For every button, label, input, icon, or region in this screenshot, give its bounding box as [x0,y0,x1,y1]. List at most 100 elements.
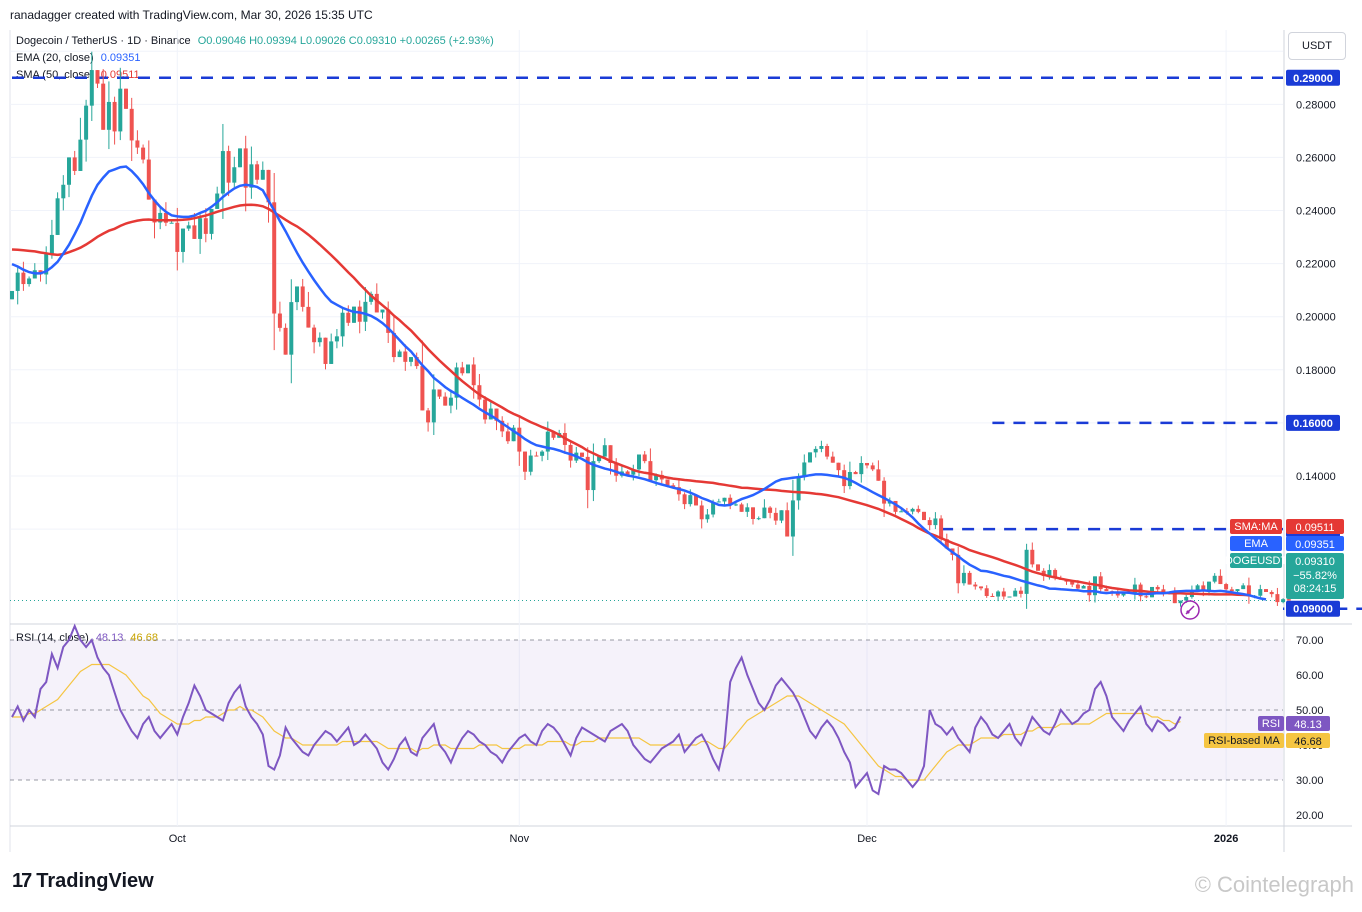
candle-body [460,367,465,374]
candle-body [1036,564,1040,571]
candle-body [540,451,545,456]
candle-body [1258,589,1263,596]
candle-body [1070,581,1075,585]
candle-body [397,351,402,358]
candle-body [266,169,271,203]
candle-body [1184,597,1189,601]
sma-50-line [11,203,1249,597]
price-tag-name: EMA [1244,538,1269,550]
candle-body [488,408,493,420]
grid [9,30,1352,852]
candle-body [494,408,499,421]
candle-body [312,327,317,343]
candle-body [363,301,368,322]
candle-body [27,278,32,285]
time-tick-label: Oct [169,833,186,845]
candle-body [699,505,704,520]
ohlc-values: O0.09046 H0.09394 L0.09026 C0.09310 +0.0… [197,35,494,47]
candle-body [984,588,989,596]
candle-body [67,157,71,185]
candle-body [334,336,339,342]
candle-body [1081,585,1086,589]
candle-body [44,254,49,275]
candle-body [175,222,180,252]
last-price-extra: −55.82% [1293,570,1337,582]
candle-body [420,366,425,411]
candle-body [209,208,214,234]
moving-averages [11,165,1267,601]
candle-body [979,586,983,589]
candle-body [1172,592,1177,604]
candle-body [78,139,83,171]
candle-body [597,456,602,462]
candle-body [203,218,208,234]
candle-body [591,461,596,491]
candle-body [448,397,453,406]
candle-body [876,469,881,481]
candle-body [865,462,869,466]
candle-body [637,454,641,470]
candle-body [181,228,185,252]
candle-body [819,445,824,449]
candle-body [1047,569,1052,577]
candle-body [163,212,168,223]
candle-body [329,341,334,364]
tradingview-logo[interactable]: 17 TradingView [12,870,154,893]
candle-body [1281,599,1286,603]
price-tag-box [1286,536,1344,551]
candle-body [1218,575,1223,585]
ema-20-line [11,165,1267,601]
candle-body [534,455,539,457]
candle-body [648,461,653,481]
candle-body [511,427,516,442]
alert-icon[interactable] [1180,600,1200,620]
candle-body [357,306,362,322]
candle-body [779,510,784,521]
symbol-legend: Dogecoin / TetherUS · 1D · Binance O0.09… [16,35,494,47]
candle-body [220,151,225,194]
ema-legend-label[interactable]: EMA (20, close) [16,52,94,64]
candle-body [676,487,681,495]
candle-body [500,420,505,432]
rsi-ma-line [12,663,1181,781]
candle-body [1241,585,1246,590]
candle-body [836,462,841,471]
candle-body [1013,590,1018,597]
candle-body [323,337,328,364]
rsi-band [10,640,1283,780]
rsi-tick-label: 50.00 [1296,705,1324,717]
candle-body [825,445,830,457]
candle-body [15,272,20,291]
level-tag-label: 0.16000 [1293,418,1333,430]
candle-body [1246,585,1251,597]
rsi-tick-label: 20.00 [1296,810,1324,822]
candle-body [762,507,767,519]
candle-body [916,508,921,512]
candle-body [466,364,470,374]
candle-body [830,456,835,463]
candle-body [186,225,191,229]
candle-body [1001,591,1006,597]
candle-body [996,591,1001,597]
price-tag-value: 0.09511 [1296,522,1335,534]
candle-body [112,101,117,132]
candle-body [391,332,396,358]
last-price-extra: 08:24:15 [1294,583,1337,595]
candle-body [306,306,311,328]
candle-body [665,479,670,486]
candle-body [682,494,687,505]
candle-body [226,151,231,183]
level-tag [1286,600,1340,617]
candle-body [386,309,391,333]
symbol-name[interactable]: Dogecoin / TetherUS · 1D · Binance [16,35,191,47]
ema-legend-value: 0.09351 [100,52,141,64]
candle-body [1269,592,1274,595]
currency-button[interactable]: USDT [1288,32,1346,60]
candle-body [756,518,761,520]
candle-body [369,293,374,302]
candle-body [1212,575,1217,582]
candle-body [882,480,887,504]
candle-body [694,495,698,506]
candle-body [409,357,413,362]
